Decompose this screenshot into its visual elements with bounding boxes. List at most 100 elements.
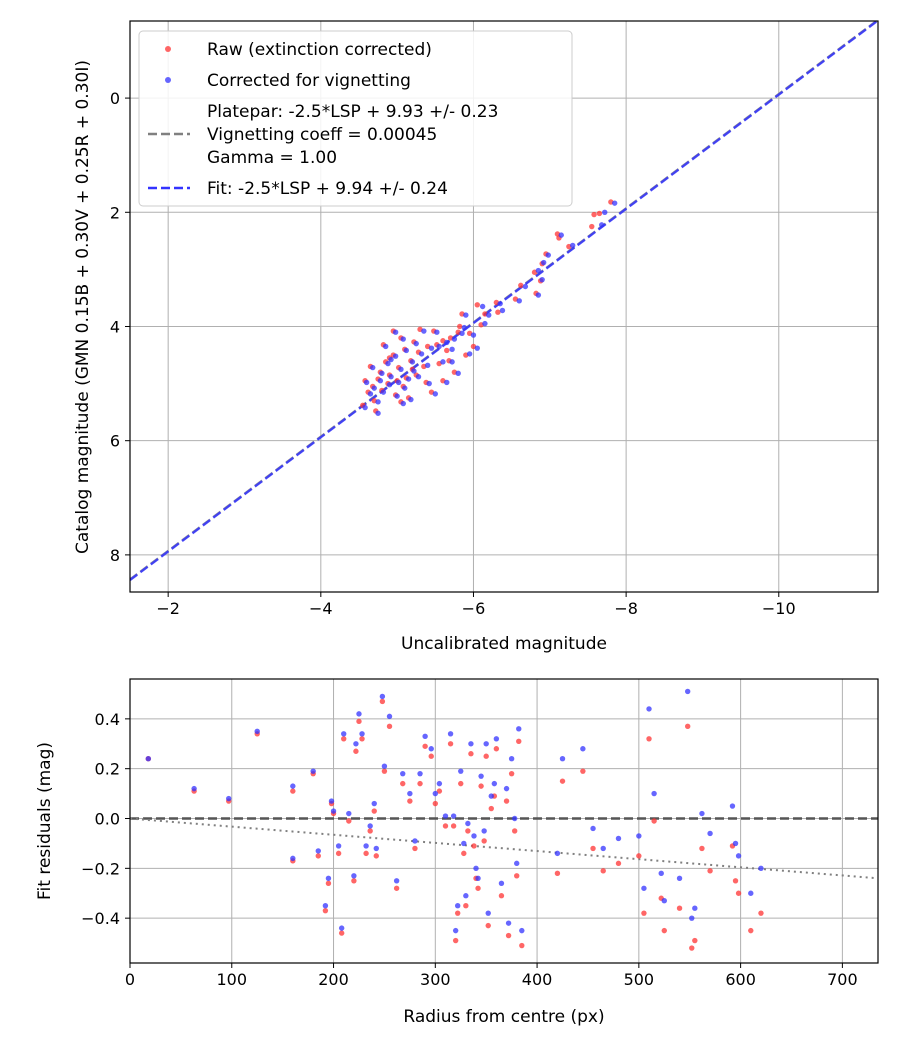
raw-point	[580, 768, 586, 774]
corrected-point	[322, 903, 329, 909]
corrected-point	[421, 328, 427, 334]
corrected-point	[699, 810, 705, 817]
corrected-point	[471, 833, 477, 839]
legend: Raw (extinction corrected) Corrected for …	[138, 30, 573, 207]
raw-point	[508, 770, 515, 777]
corrected-point	[400, 336, 406, 342]
raw-point	[519, 942, 525, 949]
corrected-point	[483, 741, 489, 747]
raw-point	[436, 788, 443, 794]
corrected-point	[636, 833, 642, 839]
raw-point	[315, 853, 321, 859]
corrected-point	[497, 300, 503, 307]
x-tick-label: −6	[462, 599, 486, 618]
raw-point	[596, 210, 603, 217]
corrected-point	[370, 364, 376, 371]
corrected-point	[516, 298, 522, 304]
y-tick-label: −0.2	[81, 859, 120, 878]
corrected-point	[363, 379, 370, 386]
corrected-point	[341, 731, 347, 737]
raw-point	[495, 309, 501, 315]
corrected-point	[451, 336, 458, 342]
corrected-point	[511, 815, 518, 822]
corrected-point	[373, 845, 379, 852]
raw-point	[417, 780, 423, 787]
y-axis-label: Fit residuals (mag)	[35, 742, 55, 900]
corrected-point	[436, 343, 442, 350]
raw-point	[457, 323, 463, 330]
corrected-point	[447, 731, 454, 737]
corrected-point	[498, 880, 505, 886]
raw-point	[591, 211, 597, 218]
corrected-point	[379, 370, 385, 377]
corrected-point	[559, 756, 566, 762]
raw-point	[748, 927, 754, 934]
y-axis-ticks: 0 2 4 6 8	[110, 89, 130, 565]
raw-point	[381, 768, 388, 774]
corrected-point	[325, 875, 332, 881]
y-tick-label: 4	[110, 317, 120, 336]
corrected-point	[600, 845, 606, 852]
line-vignetting-trend	[130, 817, 878, 880]
corrected-point	[412, 838, 418, 844]
y-tick-label: 0.2	[95, 760, 120, 779]
x-tick-label: 400	[522, 970, 553, 989]
corrected-point	[493, 736, 500, 742]
corrected-point	[417, 770, 423, 777]
raw-point	[407, 798, 413, 804]
raw-point	[379, 698, 386, 705]
data-points	[145, 688, 764, 951]
legend-label: Raw (extinction corrected)	[207, 40, 432, 60]
corrected-point	[452, 927, 459, 934]
x-tick-label: 0	[125, 970, 135, 989]
corrected-point	[461, 324, 468, 331]
raw-point	[498, 893, 505, 899]
raw-point	[359, 736, 365, 742]
raw-point	[732, 878, 739, 884]
raw-point	[363, 850, 369, 857]
legend-label: Corrected for vignetting	[207, 71, 411, 91]
corrected-point	[590, 825, 596, 832]
corrected-point	[290, 783, 296, 789]
raw-point	[468, 751, 474, 757]
x-axis-ticks: 0 100 200 300 400 500 600 700	[125, 963, 858, 989]
corrected-point	[379, 693, 386, 700]
raw-point	[290, 788, 296, 794]
raw-point	[735, 890, 742, 896]
raw-point	[516, 738, 522, 744]
y-tick-label: 0.4	[95, 710, 120, 729]
raw-point	[707, 868, 713, 874]
x-tick-label: 200	[318, 970, 349, 989]
corrected-point	[367, 823, 373, 829]
corrected-point	[310, 768, 316, 774]
corrected-point	[442, 813, 449, 819]
corrected-point	[535, 292, 542, 298]
raw-point	[444, 347, 450, 354]
corrected-point	[380, 389, 387, 395]
corrected-point	[386, 382, 393, 388]
corrected-point	[315, 848, 321, 854]
raw-point	[514, 873, 520, 879]
corrected-point	[514, 860, 520, 867]
raw-point	[463, 903, 469, 909]
raw-point	[615, 860, 622, 867]
raw-point	[636, 853, 642, 859]
raw-point	[432, 800, 439, 807]
corrected-point	[545, 252, 551, 258]
corrected-point	[580, 746, 586, 752]
corrected-point	[444, 379, 450, 386]
corrected-point	[735, 853, 742, 859]
corrected-point	[335, 843, 342, 849]
corrected-point	[351, 873, 357, 879]
raw-point	[684, 723, 691, 730]
corrected-point	[382, 343, 389, 350]
corrected-point	[689, 915, 695, 921]
raw-point	[400, 780, 406, 787]
corrected-point	[371, 800, 377, 807]
raw-point	[450, 823, 457, 829]
corrected-point	[226, 795, 232, 802]
grid	[129, 679, 878, 963]
corrected-point	[554, 850, 561, 857]
corrected-point	[400, 770, 406, 777]
corrected-point	[356, 711, 362, 717]
